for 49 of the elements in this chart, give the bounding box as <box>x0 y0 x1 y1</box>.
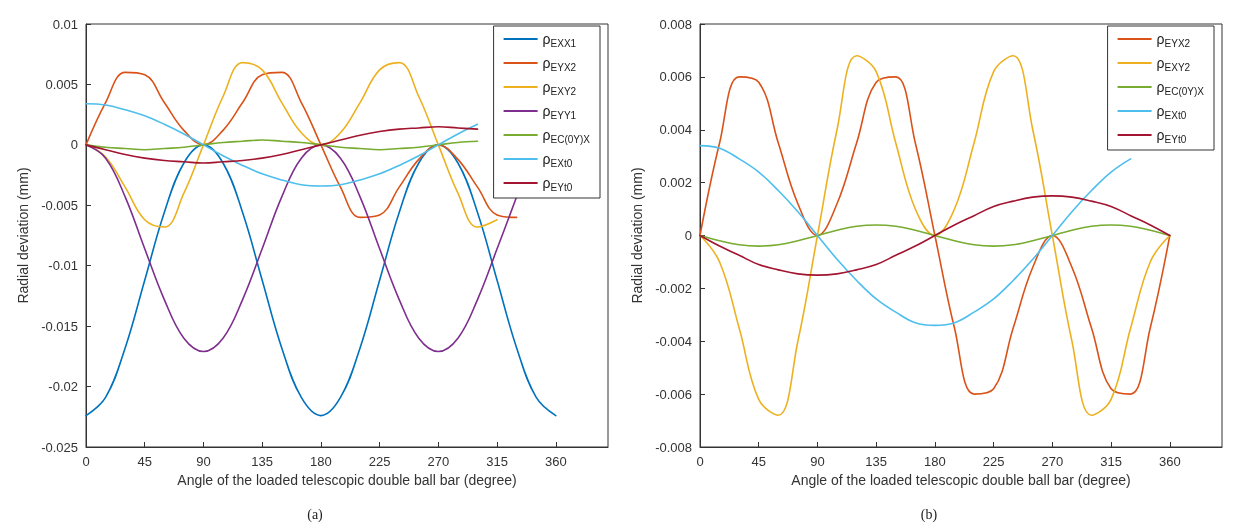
y-tick-label: -0.02 <box>48 379 78 395</box>
y-tick-label: -0.025 <box>41 439 78 455</box>
line-series <box>85 102 479 187</box>
text: (b) <box>920 506 938 523</box>
x-tick-label: 315 <box>486 454 508 469</box>
x-tick-label: 225 <box>368 454 391 469</box>
y-tick-label: -0.004 <box>655 333 692 349</box>
x-tick-label: 360 <box>1158 454 1181 469</box>
line-series <box>699 144 1132 327</box>
y-tick-label: 0.004 <box>659 122 692 138</box>
x-tick-label: 45 <box>751 454 766 469</box>
y-axis-title: Radial deviation (mm) <box>15 167 31 304</box>
x-tick-label: 180 <box>924 454 946 469</box>
y-tick-label: -0.015 <box>41 318 78 334</box>
y-axis-title: Radial deviation (mm) <box>629 167 645 304</box>
x-tick-label: 135 <box>865 454 888 469</box>
x-tick-label: 270 <box>427 454 450 469</box>
x-axis-title: Angle of the loaded telescopic double ball bar (degree) <box>177 472 517 488</box>
x-axis-title: Angle of the loaded telescopic double ball bar (degree) <box>791 472 1131 488</box>
y-tick-label: -0.005 <box>41 197 78 213</box>
line-series <box>85 144 518 353</box>
line-series <box>699 195 1171 276</box>
x-tick-label: 0 <box>82 454 90 469</box>
line-series <box>699 224 1171 247</box>
x-tick-label: 360 <box>544 454 567 469</box>
y-tick-label: -0.006 <box>655 386 692 402</box>
y-tick-label: 0.005 <box>45 76 78 92</box>
x-tick-label: 45 <box>137 454 152 469</box>
line-series <box>85 125 479 164</box>
y-tick-label: -0.008 <box>655 439 692 455</box>
y-tick-label: 0.002 <box>659 175 692 191</box>
x-tick-label: 90 <box>810 454 825 469</box>
line-series <box>85 71 518 219</box>
x-tick-label: 270 <box>1041 454 1064 469</box>
y-tick-label: 0 <box>70 137 78 153</box>
y-tick-label: -0.01 <box>48 258 78 274</box>
text: (a) <box>307 506 324 523</box>
x-tick-label: 90 <box>196 454 211 469</box>
y-tick-label: -0.002 <box>655 280 692 296</box>
x-tick-label: 225 <box>982 454 1005 469</box>
y-tick-label: 0.006 <box>659 69 692 85</box>
x-tick-label: 180 <box>310 454 332 469</box>
y-tick-label: 0 <box>684 228 692 243</box>
line-series <box>85 139 479 151</box>
x-tick-label: 135 <box>251 454 274 469</box>
x-tick-label: 0 <box>696 454 704 469</box>
y-tick-label: 0.008 <box>659 16 692 32</box>
y-tick-label: 0.01 <box>52 16 78 32</box>
x-tick-label: 315 <box>1100 454 1122 469</box>
